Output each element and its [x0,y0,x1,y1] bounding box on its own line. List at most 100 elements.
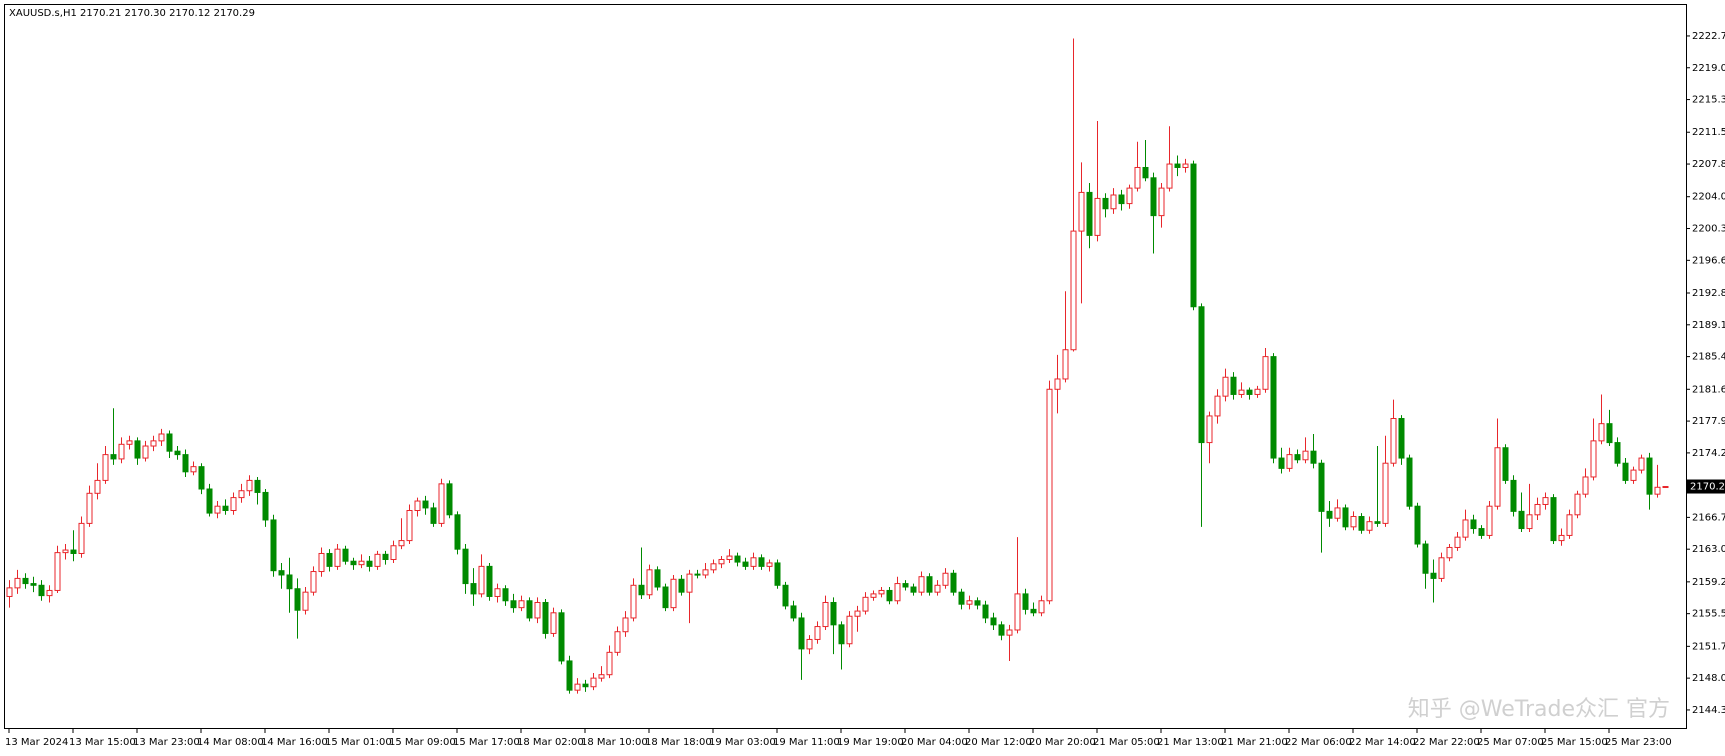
candle-body [54,552,61,591]
candle-body [1502,447,1509,481]
candle-body [678,578,685,593]
y-tick-label: 2207.80 [1692,159,1725,170]
candle-body [246,479,253,492]
x-tick-label: 25 Mar 15:00 [1541,737,1608,748]
candle-body [1190,163,1197,308]
candle-body [358,560,365,566]
y-tick-label: 2189.10 [1692,320,1725,331]
candle-body [262,491,269,521]
candle-body [1102,197,1109,210]
candle-body [1230,376,1237,395]
candle-body [918,576,925,593]
candle-body [902,583,909,588]
candle-body [1470,519,1477,530]
candle-body [854,610,861,617]
candle-body [270,519,277,572]
candle-body [1166,163,1173,189]
x-tick-label: 15 Mar 01:00 [325,737,392,748]
y-tick-label: 2211.50 [1692,127,1725,138]
chart-title: XAUUSD.s,H1 2170.21 2170.30 2170.12 2170… [9,8,255,19]
candle-body [1550,497,1557,542]
candle-body [1334,507,1341,519]
candle-body [1638,457,1645,471]
candle-body [78,522,85,554]
candle-body [190,466,197,473]
y-tick-label: 2181.60 [1692,384,1725,395]
candle-body [838,624,845,645]
candle-body [470,583,477,595]
candle-body [110,454,117,460]
candle-body [118,443,125,460]
candle-body [654,569,661,588]
candle-body [950,572,957,593]
candle-body [1222,376,1229,397]
candle-body [150,440,157,447]
x-tick-label: 19 Mar 19:00 [837,737,904,748]
x-tick-label: 15 Mar 17:00 [453,737,520,748]
candle-body [406,509,413,542]
candle-body [598,674,605,679]
x-tick-label: 20 Mar 12:00 [965,737,1032,748]
candle-body [1214,395,1221,417]
y-tick-label: 2204.00 [1692,192,1725,203]
candle-body [86,492,93,524]
x-tick-label: 21 Mar 21:00 [1221,737,1288,748]
candle-body [846,615,853,645]
candle-body [174,450,181,456]
candle-body [1246,389,1253,395]
x-tick-label: 13 Mar 15:00 [69,737,136,748]
candle-body [1118,194,1125,205]
candle-body [1254,388,1261,395]
x-tick-label: 13 Mar 2024 [5,737,68,748]
candle-body [1150,177,1157,217]
candle-body [1462,519,1469,538]
candle-body [542,601,549,634]
candle-body [446,483,453,516]
x-tick-label: 22 Mar 22:00 [1413,737,1480,748]
candle-body [1454,536,1461,548]
candle-body [1486,505,1493,536]
candle-body [910,586,917,593]
y-tick-label: 2196.60 [1692,255,1725,266]
candle-body [614,631,621,653]
x-tick-label: 18 Mar 02:00 [517,737,584,748]
candle-body [1030,608,1037,614]
candle-body [878,589,885,595]
candle-body [870,593,877,598]
candle-body [582,683,589,688]
candle-body [134,440,141,459]
candle-body [326,552,333,567]
y-tick-label: 2185.40 [1692,352,1725,363]
candle-body [1310,450,1317,464]
candle-body [238,490,245,499]
x-tick-label: 25 Mar 23:00 [1605,737,1672,748]
candle-body [1414,505,1421,545]
candle-body [694,573,701,576]
candle-body [398,540,405,547]
y-tick-label: 2166.70 [1692,512,1725,523]
x-tick-label: 14 Mar 08:00 [197,737,264,748]
candle-body [990,617,997,626]
candle-body [822,601,829,628]
candle-body [46,589,53,597]
candle-body [62,549,69,554]
candle-body [1342,507,1349,528]
candle-body [1630,469,1637,481]
candle-body [350,560,357,566]
candle-body [734,555,741,563]
candle-body [486,565,493,597]
candle-body [830,601,837,626]
candle-body [142,445,149,459]
candle-body [630,584,637,619]
candle-body [798,617,805,650]
candle-body [1478,528,1485,536]
candle-body [1094,197,1101,236]
y-tick-label: 2148.00 [1692,673,1725,684]
candle-body [766,562,773,567]
candle-body [750,557,757,567]
candle-body [638,584,645,596]
candle-body [1374,521,1381,524]
candle-body [1366,521,1373,531]
